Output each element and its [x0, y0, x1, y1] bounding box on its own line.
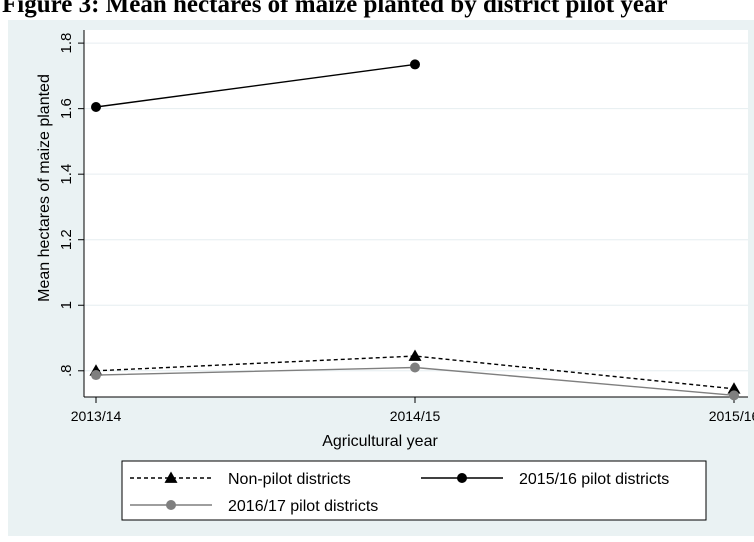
y-axis-title: Mean hectares of maize planted — [36, 74, 53, 302]
plot-area — [84, 30, 748, 397]
y-tick-label: 1.4 — [58, 164, 75, 185]
data-point — [729, 390, 739, 401]
figure-heading: Figure 3: Mean hectares of maize planted… — [2, 0, 668, 18]
legend-label: 2015/16 pilot districts — [519, 471, 669, 488]
x-tick-label: 2014/15 — [390, 408, 441, 424]
series-2 — [91, 59, 420, 113]
y-tick-label: 1.6 — [58, 98, 75, 119]
series-line — [95, 63, 416, 108]
series-3 — [91, 362, 739, 401]
x-tick-label: 2013/14 — [71, 408, 122, 424]
y-axis-ticks: .8 1 1.2 1.4 1.6 1.8 — [58, 33, 84, 377]
legend-marker — [164, 471, 178, 483]
legend-marker — [457, 473, 467, 483]
series-layer — [89, 59, 741, 401]
y-tick-label: 1 — [58, 301, 75, 309]
legend-item: Non-pilot districts — [130, 471, 351, 488]
x-tick-label: 2015/16 — [709, 408, 754, 424]
legend-marker — [166, 500, 176, 510]
data-point — [727, 382, 741, 394]
y-tick-label: .8 — [58, 365, 75, 378]
data-point — [408, 349, 422, 361]
legend-label: Non-pilot districts — [228, 471, 351, 488]
x-axis-title: Agricultural year — [322, 433, 438, 450]
data-point — [91, 102, 101, 113]
data-point — [91, 370, 101, 381]
series-line — [95, 355, 735, 390]
legend-label: 2016/17 pilot districts — [228, 498, 378, 515]
data-point — [410, 362, 420, 373]
legend-box — [121, 460, 707, 521]
legend-item: 2015/16 pilot districts — [421, 471, 669, 488]
legend-item: 2016/17 pilot districts — [130, 498, 378, 515]
y-tick-label: 1.2 — [58, 229, 75, 250]
x-axis-ticks: 2013/14 2014/15 2015/16 — [71, 397, 754, 424]
y-tick-label: 1.8 — [58, 33, 75, 54]
data-point — [410, 59, 420, 70]
legend: Non-pilot districts 2015/16 pilot distric… — [121, 460, 707, 521]
